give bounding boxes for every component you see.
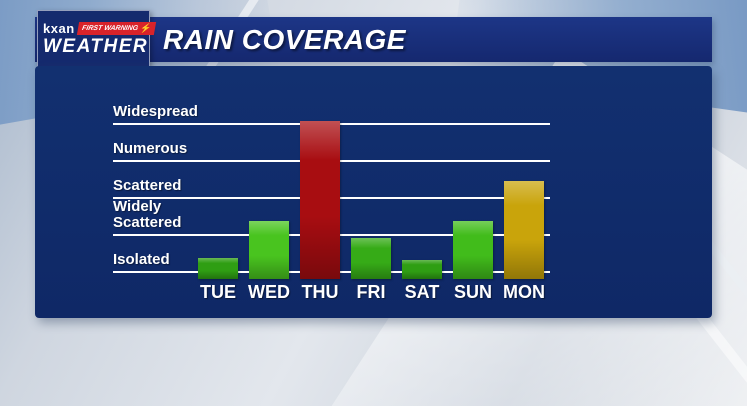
first-warning-text: FIRST WARNING — [81, 25, 139, 32]
x-axis-label: THU — [301, 282, 339, 302]
logo-top-row: kxan FIRST WARNING ⚡ — [43, 21, 157, 36]
page-title: RAIN COVERAGE — [163, 23, 406, 55]
y-axis-label: Numerous — [113, 139, 188, 157]
weather-wordmark: WEATHER — [43, 36, 149, 57]
lightning-bolt-icon: ⚡ — [138, 23, 152, 33]
rain-coverage-chart: Isolated Widely Scattered Scattered Numerou… — [35, 66, 712, 318]
bar-wed — [249, 221, 289, 279]
bar-sun — [453, 221, 493, 279]
first-warning-banner: FIRST WARNING ⚡ — [76, 22, 157, 35]
bar-thu — [300, 121, 340, 279]
x-axis-label: MON — [503, 282, 545, 302]
y-axis-label: Scattered — [113, 176, 182, 194]
bar-sat — [402, 260, 442, 279]
x-axis-label: FRI — [356, 282, 386, 302]
y-axis-label: Widespread — [113, 102, 198, 120]
x-axis-label: SAT — [404, 282, 440, 302]
x-axis-label: TUE — [200, 282, 236, 302]
bar-tue — [198, 258, 238, 279]
bar-mon — [504, 181, 544, 279]
kxan-logo: kxan FIRST WARNING ⚡ WEATHER — [37, 10, 157, 68]
header-bar: kxan FIRST WARNING ⚡ WEATHER RAIN COVERA… — [35, 10, 712, 68]
bar-fri — [351, 238, 391, 279]
x-axis-label: WED — [248, 282, 290, 302]
y-axis-label: Isolated — [113, 250, 170, 268]
station-name: kxan — [43, 21, 75, 36]
x-axis-label: SUN — [453, 282, 493, 302]
y-axis-label: Widely Scattered — [113, 197, 182, 231]
